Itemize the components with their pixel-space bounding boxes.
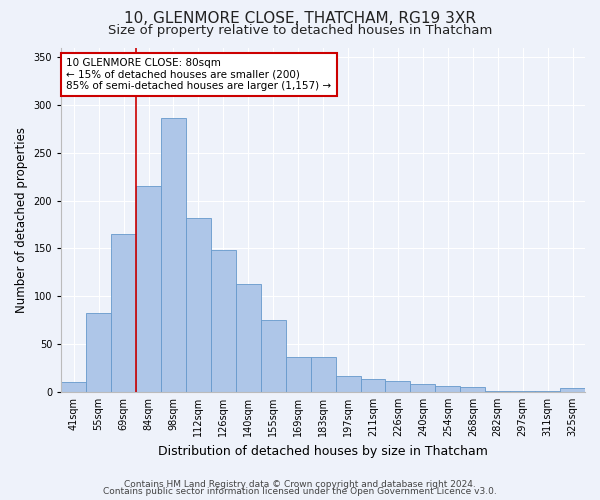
Text: Contains HM Land Registry data © Crown copyright and database right 2024.: Contains HM Land Registry data © Crown c… [124,480,476,489]
Bar [136,186,161,392]
Bar [211,250,236,392]
Bar [61,382,86,392]
Text: 10, GLENMORE CLOSE, THATCHAM, RG19 3XR: 10, GLENMORE CLOSE, THATCHAM, RG19 3XR [124,11,476,26]
X-axis label: Distribution of detached houses by size in Thatcham: Distribution of detached houses by size … [158,444,488,458]
Bar [460,387,485,392]
Bar [510,391,535,392]
Text: Contains public sector information licensed under the Open Government Licence v3: Contains public sector information licen… [103,487,497,496]
Bar [311,358,335,392]
Bar [361,380,385,392]
Bar [86,312,111,392]
Bar [111,234,136,392]
Bar [485,391,510,392]
Bar [385,382,410,392]
Bar [410,384,436,392]
Bar [436,386,460,392]
Bar [186,218,211,392]
Bar [535,391,560,392]
Bar [161,118,186,392]
Y-axis label: Number of detached properties: Number of detached properties [15,126,28,312]
Text: Size of property relative to detached houses in Thatcham: Size of property relative to detached ho… [108,24,492,37]
Bar [261,320,286,392]
Bar [560,388,585,392]
Bar [286,358,311,392]
Bar [236,284,261,392]
Bar [335,376,361,392]
Text: 10 GLENMORE CLOSE: 80sqm
← 15% of detached houses are smaller (200)
85% of semi-: 10 GLENMORE CLOSE: 80sqm ← 15% of detach… [67,58,332,91]
